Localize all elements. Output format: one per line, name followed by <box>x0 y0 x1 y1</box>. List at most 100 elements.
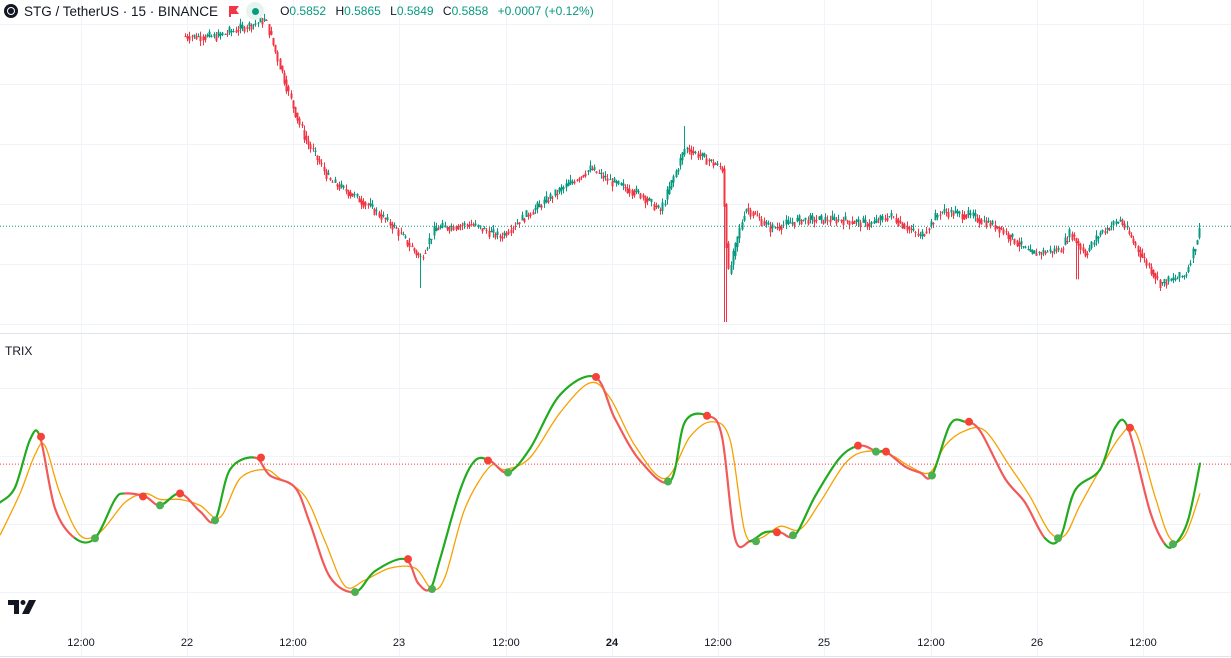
candle <box>338 181 341 191</box>
trix-segment <box>53 507 77 540</box>
cross-up-marker <box>928 471 936 480</box>
time-axis[interactable]: 12:00 22 12:00 23 12:00 24 12:00 25 12:00 26 12:00 <box>67 637 1157 649</box>
candle <box>842 216 845 230</box>
candle <box>422 254 425 261</box>
candle <box>991 219 994 226</box>
candle <box>690 145 693 160</box>
candle <box>281 65 284 74</box>
candle <box>822 219 825 225</box>
candle <box>914 230 917 238</box>
trix-segment <box>268 474 297 489</box>
trix-segment <box>113 492 127 501</box>
tradingview-logo-icon[interactable] <box>8 598 40 616</box>
candle <box>448 225 451 234</box>
candle <box>963 211 966 221</box>
candle <box>265 19 268 22</box>
candle <box>1000 226 1003 231</box>
candle <box>1189 260 1192 267</box>
candle <box>1095 230 1098 246</box>
candle <box>994 220 997 232</box>
candle <box>921 229 924 240</box>
candle <box>613 176 616 183</box>
candle <box>1057 245 1060 252</box>
candle <box>1172 273 1175 284</box>
candle <box>1170 278 1173 282</box>
candle <box>1159 279 1162 292</box>
candle <box>767 220 770 226</box>
candle <box>771 222 774 233</box>
candle <box>1071 231 1074 242</box>
flag-icon[interactable] <box>228 5 240 17</box>
candle <box>470 219 473 226</box>
candle <box>1062 246 1065 254</box>
ohlc-values: O0.5852 H0.5865 L0.5849 C0.5858 +0.0007 … <box>280 4 594 18</box>
candle <box>923 233 926 237</box>
trix-segment <box>748 531 767 543</box>
symbol-title[interactable]: STG / TetherUS · 15 · BINANCE <box>24 3 219 19</box>
candle <box>769 221 772 237</box>
candle <box>855 218 858 226</box>
candle <box>686 146 689 154</box>
candle <box>261 17 264 28</box>
candle <box>600 169 603 179</box>
candle <box>1002 227 1005 236</box>
candle <box>961 210 964 224</box>
candle <box>903 222 906 230</box>
trix-cross-markers <box>37 372 1177 597</box>
cross-down-marker <box>176 489 184 498</box>
candle <box>569 174 572 186</box>
candle <box>567 179 570 187</box>
indicator-title[interactable]: TRIX <box>5 344 33 358</box>
candle <box>356 193 359 199</box>
candle <box>681 151 684 165</box>
candle <box>415 249 418 258</box>
candle <box>910 224 913 234</box>
cross-down-marker <box>773 528 781 537</box>
trix-segment <box>948 418 967 426</box>
candle <box>1181 275 1184 279</box>
candle <box>1005 228 1008 236</box>
candle <box>745 208 748 214</box>
candle <box>831 210 834 221</box>
cross-down-marker <box>882 447 890 456</box>
candlestick-series[interactable] <box>184 13 1201 322</box>
candle <box>626 184 629 194</box>
candle <box>1154 272 1157 285</box>
candle <box>342 184 345 190</box>
candle <box>411 242 414 248</box>
candle <box>877 217 880 224</box>
cross-down-marker <box>257 453 265 462</box>
candle <box>1137 245 1140 257</box>
candle <box>774 226 777 229</box>
candle <box>1115 218 1118 226</box>
candle <box>1093 240 1096 247</box>
candle <box>1165 279 1168 289</box>
candle <box>1145 258 1148 269</box>
trix-segment <box>1126 426 1152 513</box>
candle <box>389 219 392 229</box>
candle <box>404 234 407 239</box>
time-axis-label: 12:00 <box>492 637 520 649</box>
open-label: O <box>280 4 290 18</box>
cross-up-marker <box>872 447 880 456</box>
candle <box>228 25 231 35</box>
candle <box>248 21 251 31</box>
market-status-icon[interactable] <box>246 2 265 20</box>
trix-segment <box>720 435 737 540</box>
candle <box>934 209 937 221</box>
candle <box>1011 233 1014 240</box>
candle <box>417 252 420 259</box>
candle <box>644 195 647 209</box>
trix-segment <box>13 438 32 489</box>
candle <box>1121 218 1124 227</box>
candle <box>1024 245 1027 249</box>
candle <box>457 224 460 231</box>
candle <box>536 201 539 214</box>
candle <box>188 31 191 44</box>
candle <box>512 226 515 234</box>
candle <box>580 176 583 181</box>
time-axis-label: 22 <box>181 637 193 649</box>
candle <box>886 213 889 222</box>
